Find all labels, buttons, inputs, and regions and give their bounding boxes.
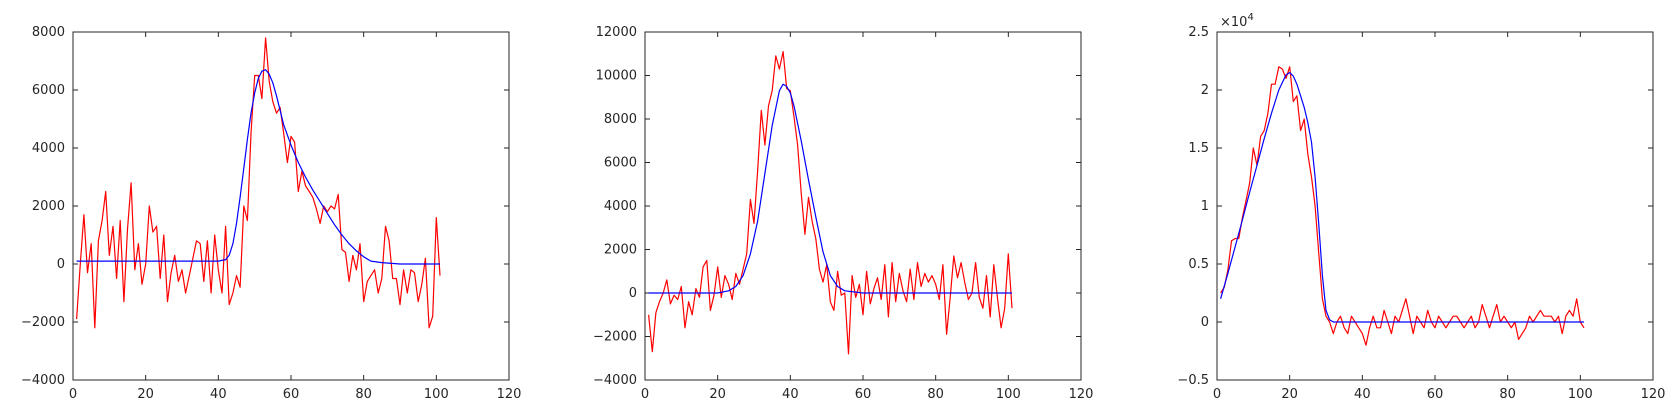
subplot-3: 0 20 40 60 80 100 120 −0.5 0 0.5 1 1.5 2 2.5 ×104 — [1177, 12, 1665, 402]
y-tick-label: 10000 — [596, 69, 637, 84]
x-tick-label: 40 — [1354, 387, 1371, 402]
x-tick-label: 100 — [996, 387, 1021, 402]
data-series-line — [76, 37, 441, 329]
y-tick-label: 2 — [1201, 83, 1209, 98]
x-tick-label: 60 — [283, 387, 300, 402]
x-tick-label: 0 — [69, 387, 77, 402]
y-tick-label: 2.5 — [1188, 25, 1209, 40]
data-series-line — [1220, 66, 1585, 346]
x-tick-label: 20 — [1281, 387, 1298, 402]
y-tick-label: −2000 — [21, 315, 65, 330]
x-tick-label: 100 — [1568, 387, 1593, 402]
y-tick-label: 0.5 — [1188, 257, 1209, 272]
x-tick-label: 80 — [355, 387, 372, 402]
fit-curve-line — [1220, 71, 1584, 323]
y-tick-label: 1.5 — [1188, 141, 1209, 156]
x-tick-label: 120 — [1069, 387, 1094, 402]
subplot-2: 0 20 40 60 80 100 120 −4000 −2000 0 2000 4000 6000 80… — [593, 25, 1093, 402]
y-tick-label: 0 — [57, 257, 65, 272]
y-tick-label: −2000 — [593, 330, 637, 345]
fit-curve-line — [76, 69, 440, 265]
y-tick-label: 6000 — [604, 156, 637, 171]
x-tick-label: 20 — [709, 387, 726, 402]
y-tick-label: 2000 — [32, 199, 65, 214]
y-tick-label: −4000 — [593, 373, 637, 388]
y-tick-label: 0 — [1201, 315, 1209, 330]
x-tick-label: 100 — [424, 387, 449, 402]
y-tick-label: 0 — [629, 286, 637, 301]
y-tick-label: 8000 — [604, 112, 637, 127]
y-tick-label: −4000 — [21, 373, 65, 388]
y-tick-label: 8000 — [32, 25, 65, 40]
x-tick-label: 40 — [210, 387, 227, 402]
x-tick-label: 20 — [137, 387, 154, 402]
x-tick-label: 60 — [855, 387, 872, 402]
axes-frame — [72, 31, 510, 381]
y-tick-label: −0.5 — [1177, 373, 1209, 388]
axes-frame — [644, 31, 1082, 381]
x-tick-label: 0 — [1213, 387, 1221, 402]
x-tick-label: 60 — [1427, 387, 1444, 402]
y-tick-label: 2000 — [604, 243, 637, 258]
subplot-1: 0 20 40 60 80 100 120 −4000 −2000 0 2000 4000 6000 80… — [21, 25, 521, 402]
y-exponent-label: ×104 — [1220, 12, 1254, 30]
y-tick-label: 4000 — [32, 141, 65, 156]
y-tick-label: 6000 — [32, 83, 65, 98]
y-tick-label: 12000 — [596, 25, 637, 40]
data-series-line — [648, 50, 1013, 355]
x-tick-label: 80 — [927, 387, 944, 402]
x-tick-label: 120 — [1641, 387, 1666, 402]
x-tick-label: 40 — [782, 387, 799, 402]
fit-curve-line — [648, 83, 1012, 294]
y-tick-label: 4000 — [604, 199, 637, 214]
y-tick-label: 1 — [1201, 199, 1209, 214]
x-tick-label: 0 — [641, 387, 649, 402]
x-tick-label: 80 — [1499, 387, 1516, 402]
x-tick-label: 120 — [497, 387, 522, 402]
